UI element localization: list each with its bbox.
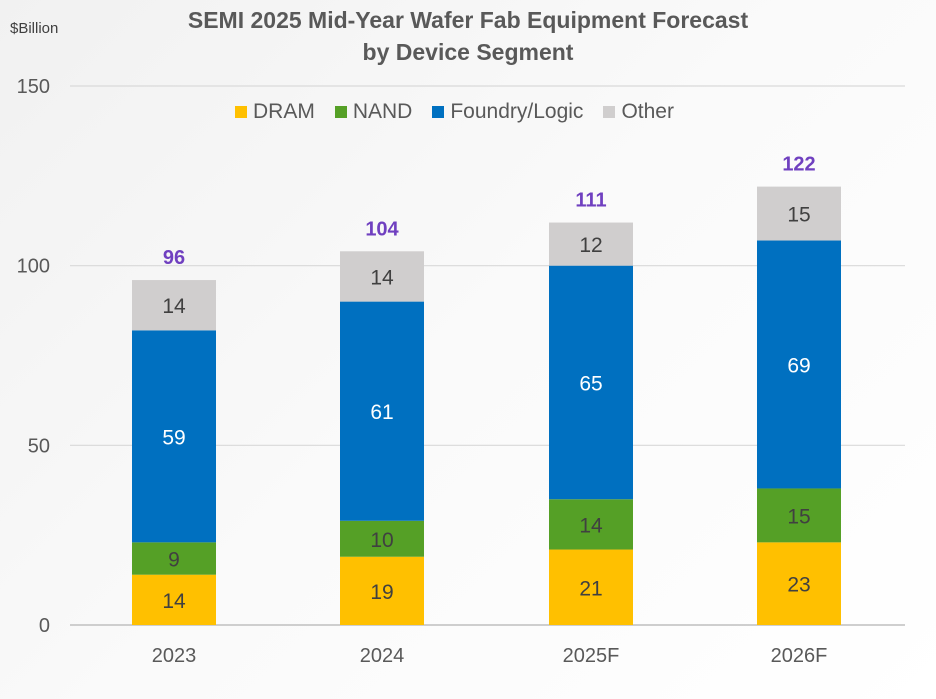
chart-title: SEMI 2025 Mid-Year Wafer Fab Equipment F… xyxy=(0,4,936,68)
data-label: 15 xyxy=(787,505,810,528)
y-tick-label: 150 xyxy=(17,76,50,98)
bar-segment-dram xyxy=(132,574,216,625)
total-label: 111 xyxy=(575,190,606,212)
legend-item: Other xyxy=(603,100,674,124)
data-label: 14 xyxy=(579,514,603,537)
legend-label: Foundry/Logic xyxy=(450,100,584,123)
y-tick-label: 50 xyxy=(28,435,50,457)
bar-segment-foundry-logic xyxy=(757,240,841,489)
data-label: 59 xyxy=(162,426,185,449)
bar-segment-foundry-logic xyxy=(132,330,216,543)
data-label: 19 xyxy=(370,581,393,604)
data-label: 9 xyxy=(168,549,180,572)
bar-segment-other xyxy=(549,222,633,266)
bar-segment-dram xyxy=(757,542,841,625)
data-label: 21 xyxy=(579,577,602,600)
x-tick-label: 2025F xyxy=(563,645,620,667)
bar-segment-nand xyxy=(132,542,216,575)
legend: DRAM NAND Foundry/Logic Other xyxy=(235,100,674,124)
data-label: 14 xyxy=(162,590,186,613)
y-axis-label: $Billion xyxy=(10,20,59,37)
bar-segment-nand xyxy=(757,488,841,543)
legend-label: DRAM xyxy=(253,100,315,123)
bar-segment-other xyxy=(132,280,216,331)
x-tick-label: 2024 xyxy=(360,645,405,667)
total-label: 96 xyxy=(163,247,185,269)
bar-segment-dram xyxy=(340,556,424,625)
bar-segment-dram xyxy=(549,549,633,625)
total-label: 122 xyxy=(782,154,815,176)
bar-segment-foundry-logic xyxy=(340,301,424,521)
legend-swatch xyxy=(334,106,347,118)
y-tick-label: 100 xyxy=(17,256,50,278)
x-tick-label: 2026F xyxy=(771,645,828,667)
legend-item: DRAM xyxy=(235,100,315,124)
legend-swatch xyxy=(235,106,247,118)
y-tick-label: 0 xyxy=(39,615,50,637)
legend-label: Other xyxy=(621,100,674,123)
legend-swatch xyxy=(432,106,445,118)
bar-segment-other xyxy=(757,186,841,241)
bar-segment-other xyxy=(340,251,424,302)
legend-item: Foundry/Logic xyxy=(432,100,583,124)
legend-item: NAND xyxy=(334,100,413,124)
bar-segment-foundry-logic xyxy=(549,265,633,500)
data-label: 12 xyxy=(579,234,602,257)
bar-segment-nand xyxy=(340,520,424,557)
data-label: 23 xyxy=(787,574,810,597)
data-label: 15 xyxy=(787,204,810,227)
data-label: 65 xyxy=(579,372,602,395)
data-label: 14 xyxy=(370,266,394,289)
legend-label: NAND xyxy=(352,100,413,123)
x-tick-label: 2023 xyxy=(152,645,197,667)
chart-title-line1: SEMI 2025 Mid-Year Wafer Fab Equipment F… xyxy=(187,7,749,33)
legend-swatch xyxy=(603,106,616,118)
data-label: 69 xyxy=(787,354,810,377)
data-label: 14 xyxy=(162,295,186,318)
total-label: 104 xyxy=(365,218,399,240)
data-label: 61 xyxy=(370,401,393,424)
chart-subtitle: by Device Segment xyxy=(362,39,574,65)
data-label: 10 xyxy=(370,529,393,552)
bar-segment-nand xyxy=(549,499,633,550)
